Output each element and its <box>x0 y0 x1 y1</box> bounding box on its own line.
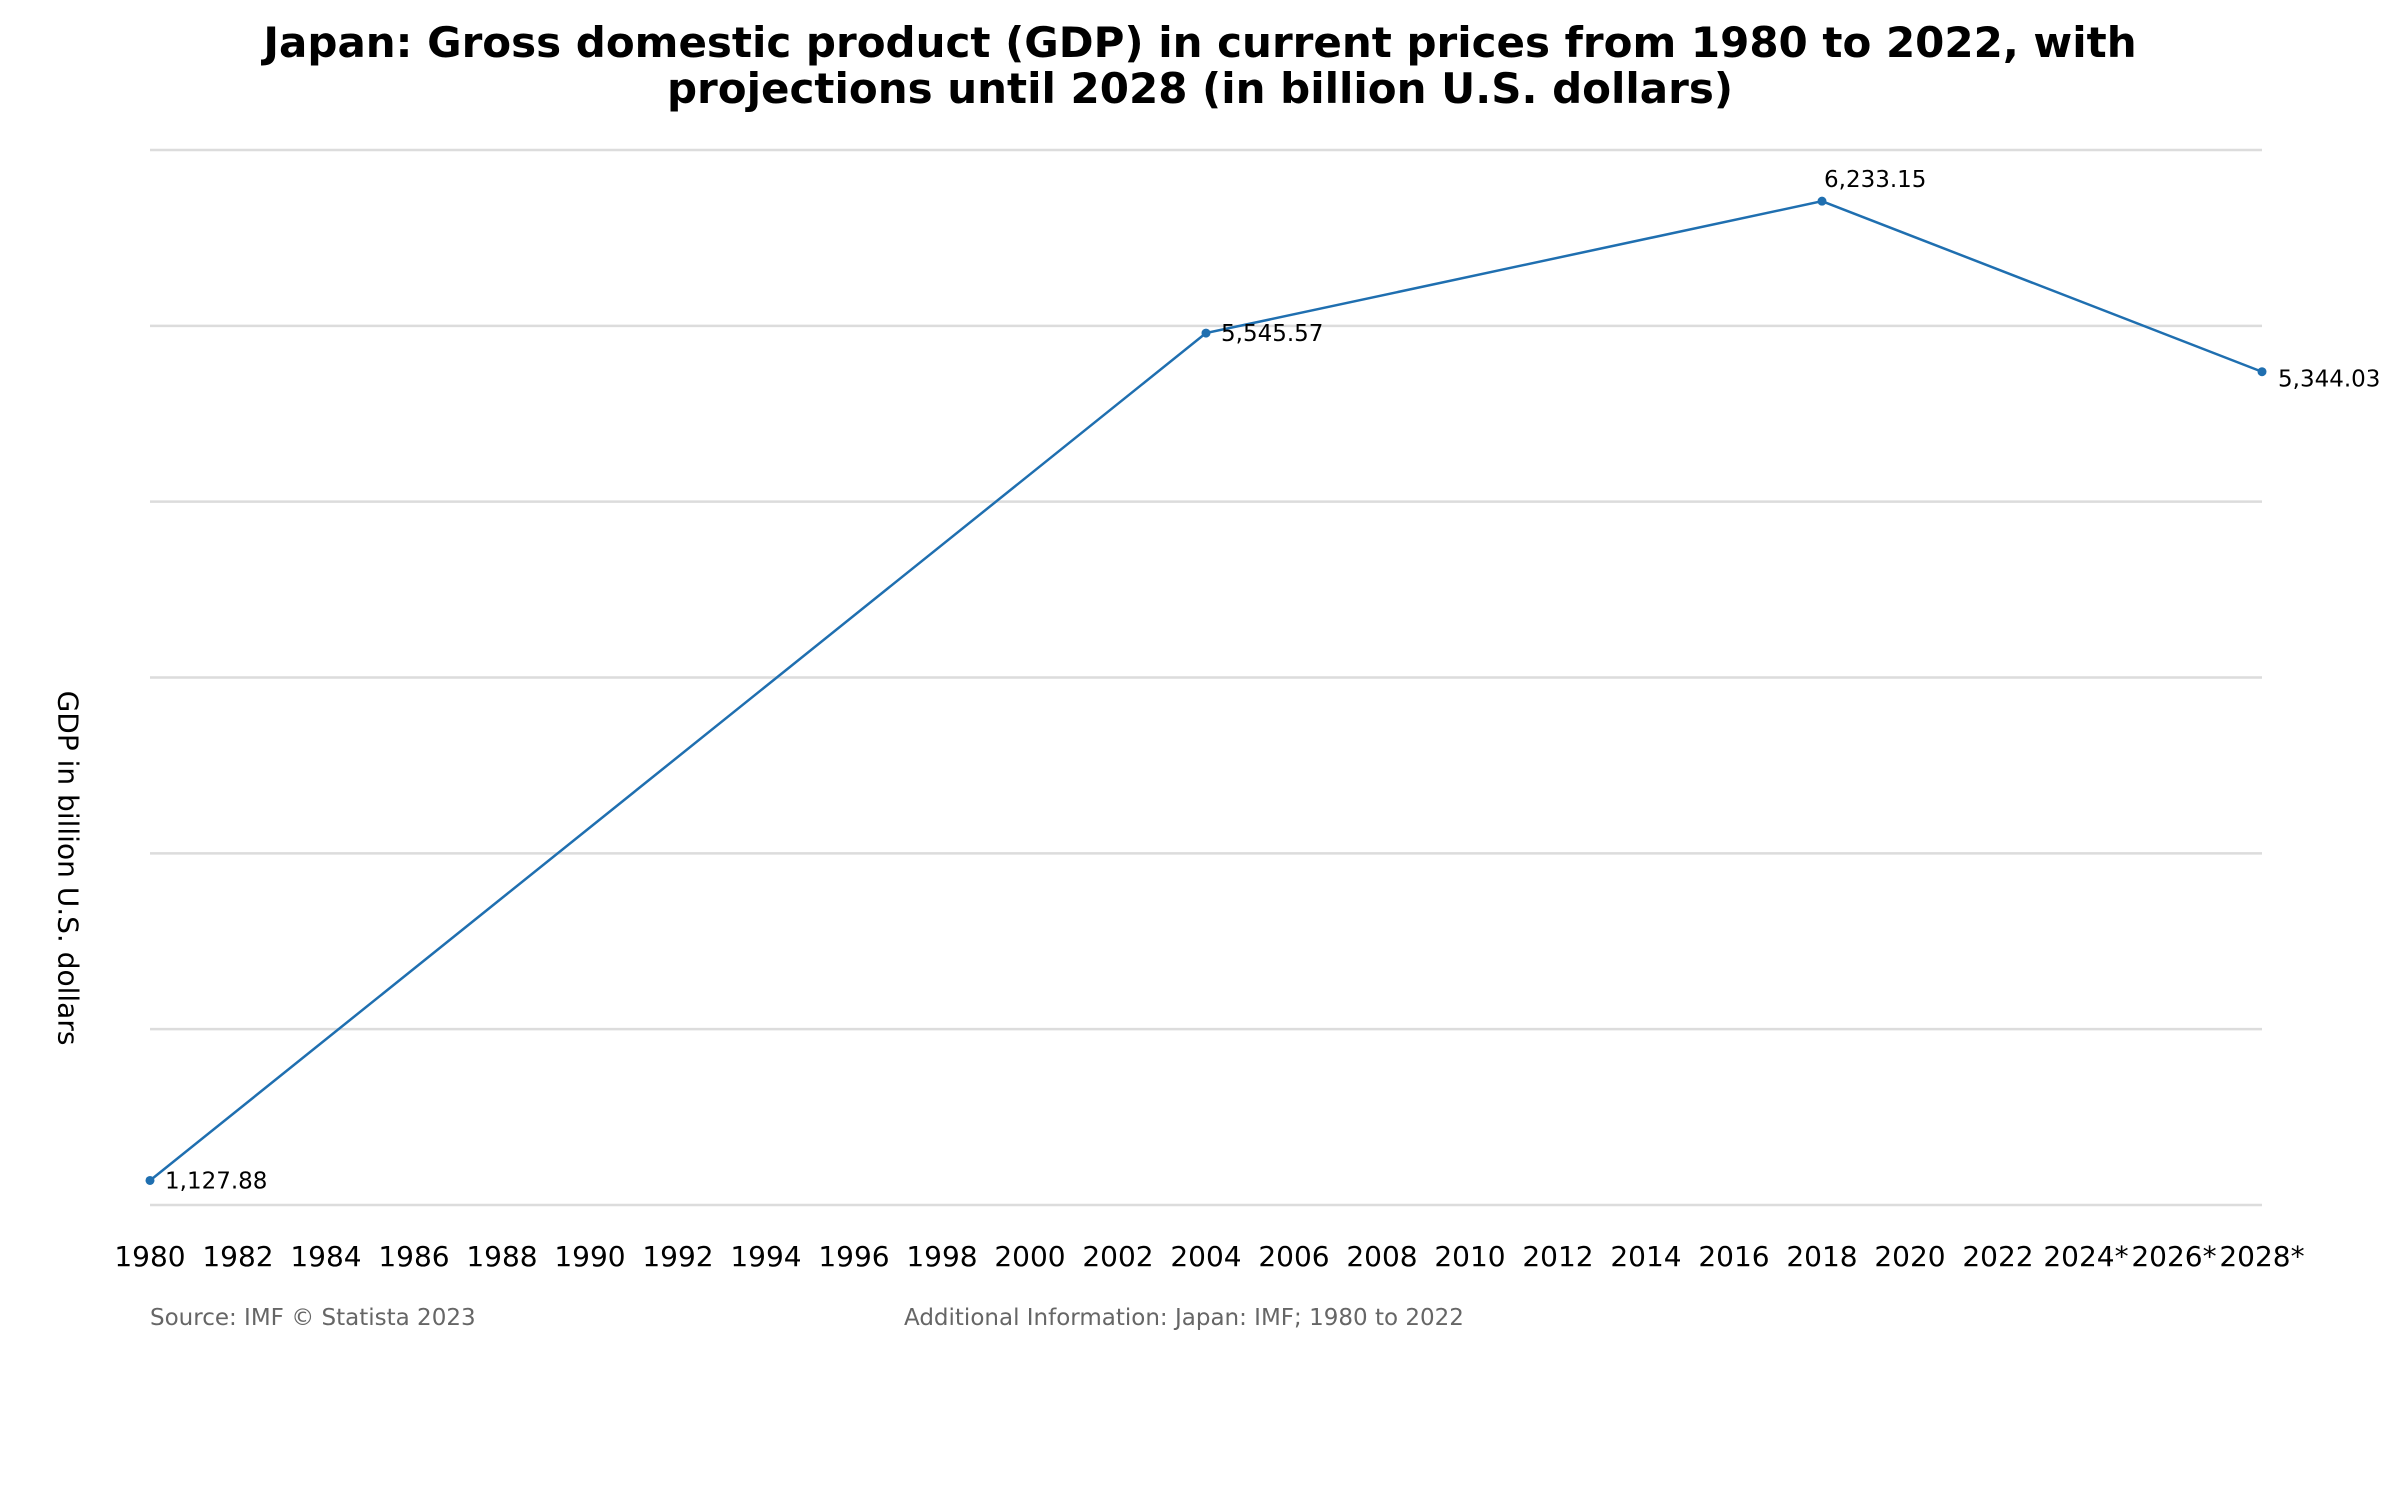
gridlines <box>150 148 2262 1207</box>
x-tick-label: 1982 <box>202 1240 273 1273</box>
x-tick-label: 2018 <box>1786 1240 1857 1273</box>
data-point <box>2257 367 2267 377</box>
x-tick-label: 2004 <box>1170 1240 1241 1273</box>
x-tick-label: 2024* <box>2043 1240 2128 1273</box>
x-tick-label: 2016 <box>1698 1240 1769 1273</box>
x-tick-label: 2026* <box>2131 1240 2216 1273</box>
data-point <box>1201 328 1211 338</box>
x-tick-label: 1990 <box>554 1240 625 1273</box>
x-tick-label: 2012 <box>1522 1240 1593 1273</box>
x-tick-label: 2002 <box>1082 1240 1153 1273</box>
x-tick-label: 2010 <box>1434 1240 1505 1273</box>
x-tick-label: 1988 <box>466 1240 537 1273</box>
x-tick-label: 1992 <box>642 1240 713 1273</box>
x-tick-label: 2028* <box>2219 1240 2304 1273</box>
x-tick-label: 2000 <box>994 1240 1065 1273</box>
x-tick-label: 1998 <box>906 1240 977 1273</box>
data-point <box>1817 196 1827 206</box>
x-tick-label: 2008 <box>1346 1240 1417 1273</box>
additional-info[interactable]: Additional Information: Japan: IMF; 1980… <box>904 1305 1464 1331</box>
data-label: 5,344.03 <box>2278 367 2380 393</box>
data-label: 6,233.15 <box>1824 167 1926 193</box>
x-tick-label: 1984 <box>290 1240 361 1273</box>
series-line <box>149 199 2263 1182</box>
x-tick-label: 2006 <box>1258 1240 1329 1273</box>
data-label: 1,127.88 <box>165 1168 267 1194</box>
x-axis-ticks: 1980 1982 1984 1986 1988 1990 1992 1994 1996 1998… <box>114 1240 2304 1273</box>
x-tick-label: 2022 <box>1962 1240 2033 1273</box>
series-layer: 1,127.88 5,545.57 6,233.15 5,344.03 <box>145 167 2380 1194</box>
chart-title: Japan: Gross domestic product (GDP) in c… <box>0 20 2400 112</box>
x-tick-label: 1986 <box>378 1240 449 1273</box>
chart-title-line-2: projections until 2028 (in billion U.S. … <box>666 64 1734 113</box>
x-tick-label: 2014 <box>1610 1240 1681 1273</box>
chart-title-line-1: Japan: Gross domestic product (GDP) in c… <box>263 18 2137 67</box>
x-tick-label: 1994 <box>730 1240 801 1273</box>
source-note[interactable]: Source: IMF © Statista 2023 <box>150 1305 476 1331</box>
x-tick-label: 1996 <box>818 1240 889 1273</box>
data-label: 5,545.57 <box>1221 321 1323 347</box>
data-point <box>145 1175 155 1185</box>
x-tick-label: 1980 <box>114 1240 185 1273</box>
x-tick-label: 2020 <box>1874 1240 1945 1273</box>
